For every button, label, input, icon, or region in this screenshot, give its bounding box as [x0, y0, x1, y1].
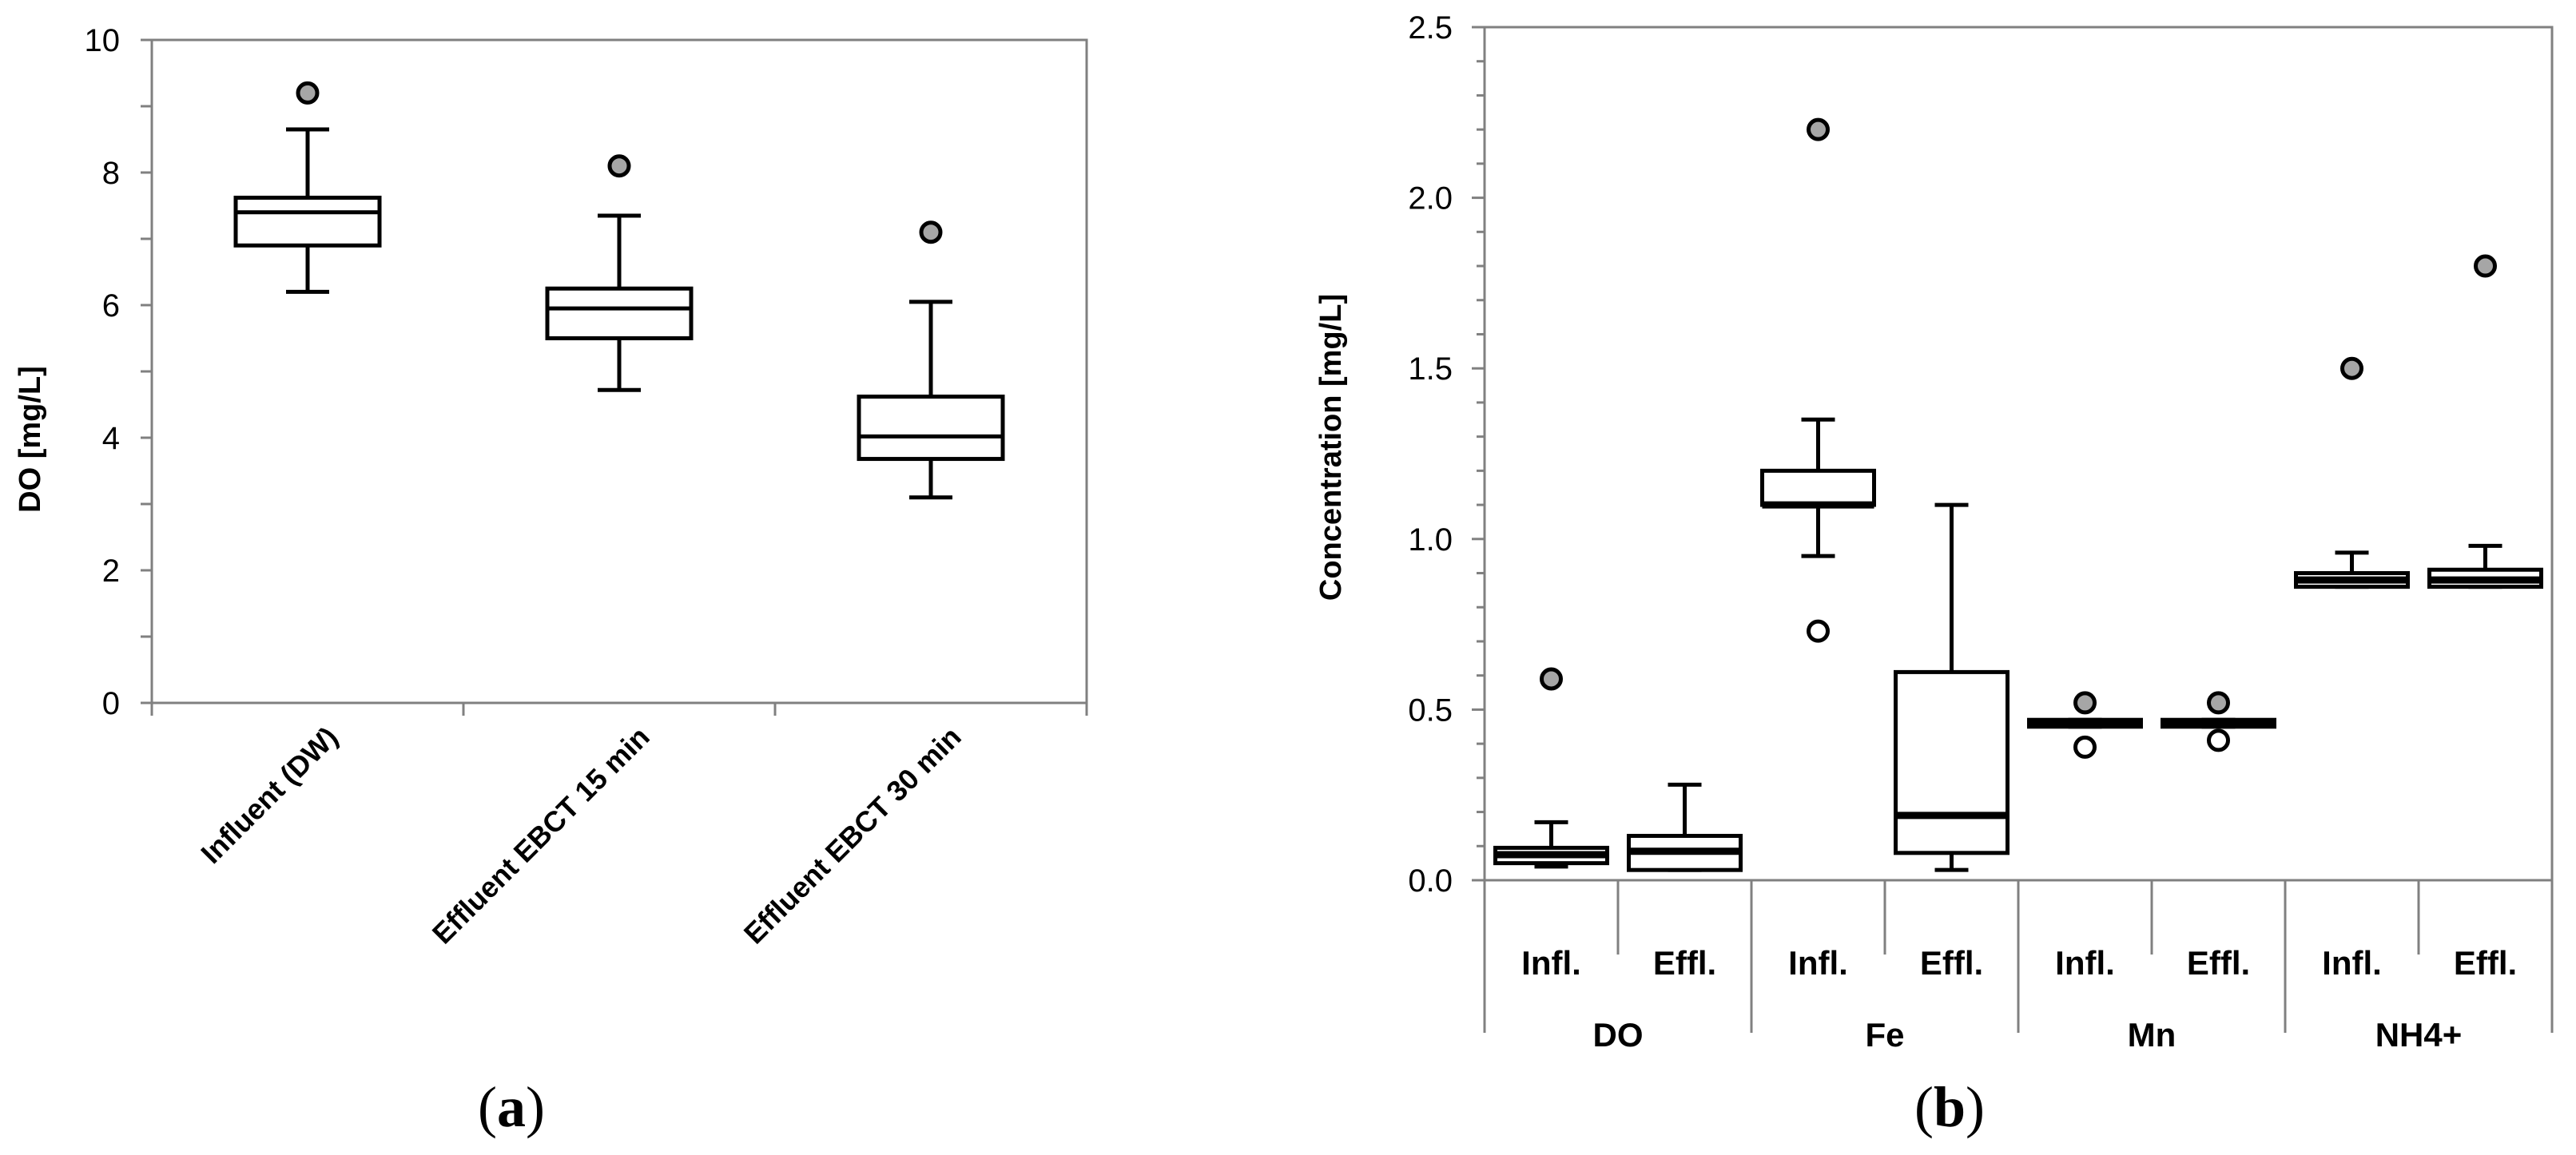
box-iqr: [1894, 669, 2010, 855]
box-plot: [1760, 117, 1876, 643]
x-tick-label: Effluent EBCT 15 min: [426, 720, 656, 951]
outlier-point-high: [2073, 691, 2097, 715]
box-plot: [2294, 356, 2410, 589]
x-tick-label: Infl.: [1788, 944, 1848, 982]
outlier-point-high: [1807, 117, 1830, 141]
outlier-point-high: [2207, 691, 2230, 715]
y-tick-label: 1.0: [1408, 522, 1453, 558]
y-tick-label: 2: [102, 554, 120, 589]
boxes-b: [1493, 117, 2543, 872]
outlier-point-low: [2207, 728, 2230, 752]
box-iqr: [857, 395, 1005, 462]
group-label: Mn: [2128, 1016, 2176, 1054]
box-plot: [2161, 691, 2276, 752]
y-tick-label: 6: [102, 288, 120, 323]
box-iqr: [1760, 468, 1876, 507]
outlier-point-high: [607, 154, 631, 178]
y-tick-label: 0.5: [1408, 693, 1453, 728]
outlier-point-high: [919, 220, 943, 244]
y-tick-label: 2.5: [1408, 10, 1453, 46]
x-tick-label: Effluent EBCT 30 min: [737, 720, 968, 951]
chart-panel-b: Concentration [mg/L] 0.00.51.01.52.02.5 …: [1314, 10, 2554, 1139]
x-tick-label: Effl.: [2187, 944, 2250, 982]
outlier-point-high: [296, 81, 320, 105]
box-plot: [1894, 502, 2010, 872]
x-tick-labels-a: Influent (DW) Effluent EBCT 15 min Effluen…: [194, 720, 967, 951]
outlier-point-low: [1807, 619, 1830, 643]
boxes-a: [233, 81, 1005, 500]
y-tick-label: 0: [102, 686, 120, 721]
x-tick-label: Infl.: [2322, 944, 2382, 982]
x-tick-label: Effl.: [1920, 944, 1983, 982]
y-tick-label: 0.0: [1408, 863, 1453, 899]
box-plot: [1493, 667, 1609, 869]
box-plot: [233, 81, 382, 294]
box-plot: [2027, 691, 2143, 759]
x-tick-label: Infl.: [2055, 944, 2115, 982]
group-label: DO: [1593, 1016, 1644, 1054]
x-tick-label: Influent (DW): [194, 720, 344, 870]
chart-panel-a: DO [mg/L] 0 2 4 6 8 10 Influent (DW) Effluent …: [14, 23, 1088, 1139]
group-label: Fe: [1865, 1016, 1904, 1054]
outlier-point-high: [1540, 667, 1563, 691]
panel-label-a: (a): [478, 1075, 545, 1139]
group-label: NH4+: [2375, 1016, 2463, 1054]
y-tick-label: 10: [85, 23, 121, 58]
y-tick-label: 8: [102, 156, 120, 191]
x-tick-label: Effl.: [1653, 944, 1716, 982]
outlier-point-high: [2340, 356, 2363, 380]
box-iqr: [233, 196, 382, 248]
plot-frame: [1483, 26, 2554, 882]
box-plot: [2427, 254, 2543, 589]
outlier-point-high: [2474, 254, 2497, 278]
y-tick-label: 4: [102, 421, 120, 456]
box-plot: [545, 154, 694, 392]
box-iqr: [545, 286, 694, 340]
y-tick-label: 1.5: [1408, 351, 1453, 387]
y-axis-label-a: DO [mg/L]: [14, 366, 47, 513]
outlier-point-low: [2073, 735, 2097, 759]
category-table-b: Infl. Effl. Infl. Effl. Infl. Effl. Infl. Effl.…: [1483, 880, 2554, 1054]
axes-a: 0 2 4 6 8 10: [85, 23, 1088, 721]
panel-label-b: (b): [1914, 1075, 1985, 1139]
x-tick-label: Effl.: [2454, 944, 2517, 982]
y-axis-label-b: Concentration [mg/L]: [1314, 294, 1348, 601]
y-tick-label: 2.0: [1408, 181, 1453, 216]
box-plot: [857, 220, 1005, 500]
box-plot: [1627, 782, 1743, 872]
x-tick-label: Infl.: [1521, 944, 1581, 982]
